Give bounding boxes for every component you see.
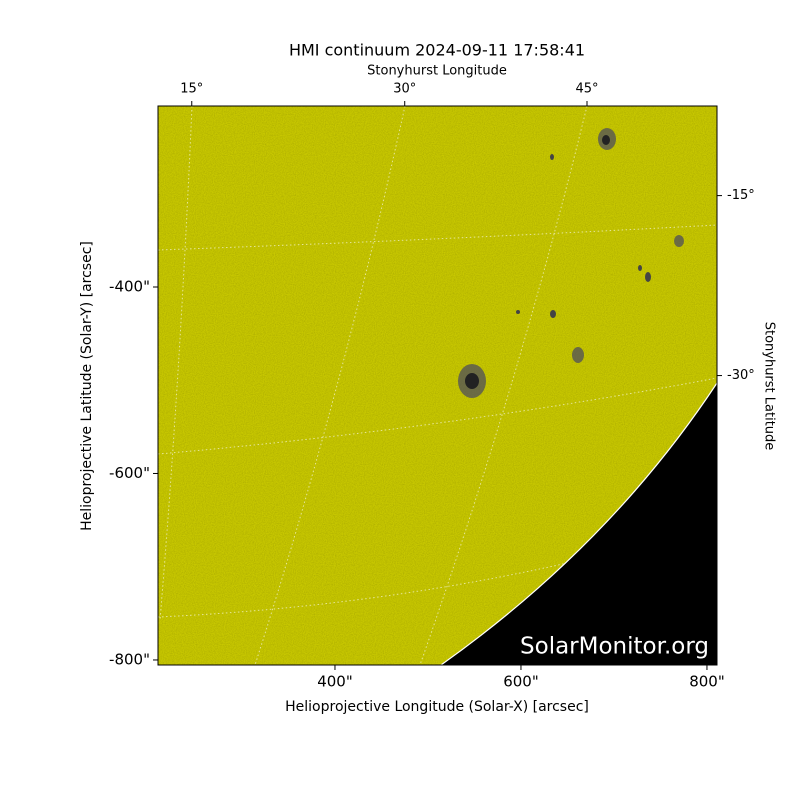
x2-tick-label: 30° [393,82,416,97]
x2-tick-label: 15° [180,82,203,97]
x-tick-label: 400" [317,673,353,691]
x-tick-label: 600" [503,673,539,691]
solar-image [158,106,717,665]
sunspots [458,128,684,398]
y-tick-label: -400" [109,277,150,295]
space [441,383,717,665]
y2-tick-label: -15° [727,188,755,203]
x2-axis-label: Stonyhurst Longitude [367,64,507,79]
plot-frame [157,105,718,666]
watermark: SolarMonitor.org [520,634,709,660]
y-tick-label: -600" [109,464,150,482]
y2-tick-label: -30° [727,368,755,383]
y-axis-label: Helioprojective Latitude (Solar-Y) [arcs… [79,241,95,531]
x-axis-label: Helioprojective Longitude (Solar-X) [arc… [285,699,589,715]
limb [440,382,717,665]
chart-title: HMI continuum 2024-09-11 17:58:41 [289,41,585,60]
y-tick-label: -800" [109,650,150,668]
x2-tick-label: 45° [575,82,598,97]
x-tick-label: 800" [689,673,725,691]
y2-axis-label: Stonyhurst Latitude [762,322,777,451]
